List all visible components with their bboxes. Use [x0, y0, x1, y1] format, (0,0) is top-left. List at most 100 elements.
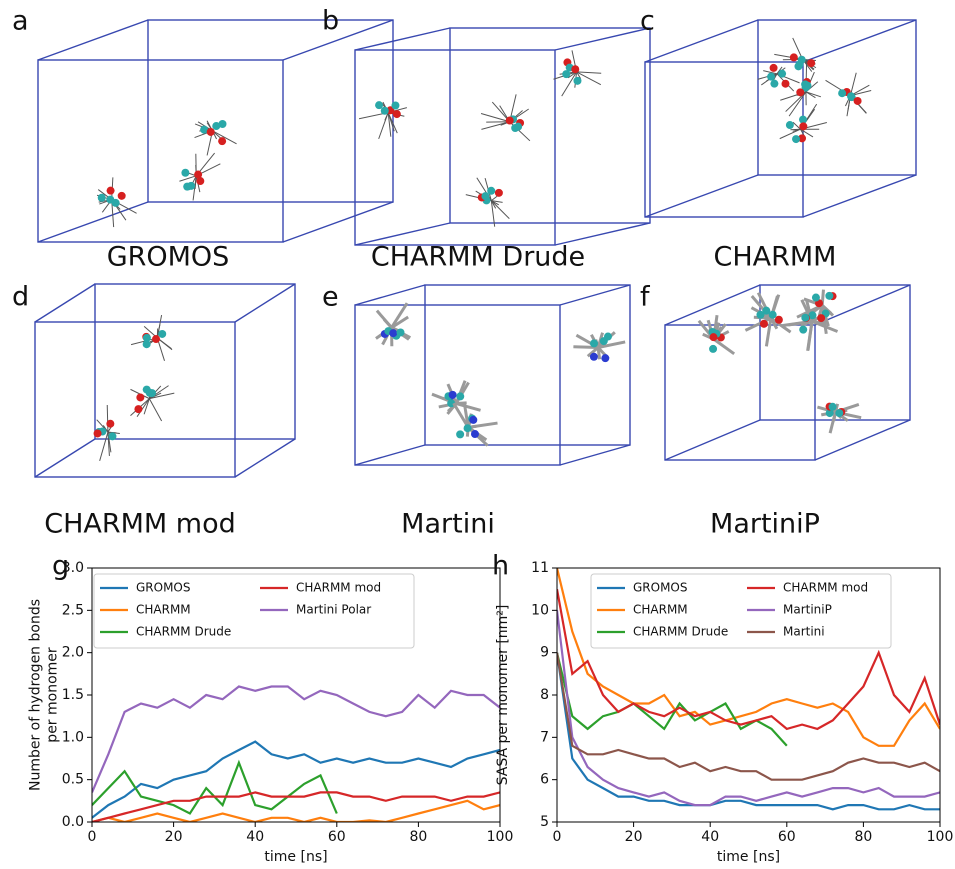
atom	[107, 187, 115, 195]
atom	[792, 135, 800, 143]
box-edge	[38, 20, 148, 60]
atom	[118, 192, 126, 200]
atom	[106, 196, 114, 204]
atom	[158, 330, 166, 338]
atom	[218, 137, 226, 145]
atom	[835, 409, 843, 417]
atom	[812, 294, 820, 302]
legend-label: CHARMM mod	[783, 581, 868, 595]
atom	[506, 117, 514, 125]
atom	[134, 405, 142, 413]
x-tick-label: 80	[854, 829, 872, 845]
y-tick-label: 0.0	[62, 814, 84, 830]
y-axis-label: per monomer	[45, 647, 61, 743]
atom	[456, 430, 464, 438]
x-tick-label: 20	[165, 829, 183, 845]
box-edge	[38, 202, 148, 242]
y-tick-label: 9	[540, 645, 549, 661]
atom	[762, 307, 770, 315]
bond	[100, 432, 108, 461]
atom	[781, 80, 789, 88]
box-edge	[815, 285, 910, 325]
y-tick-label: 8	[540, 687, 549, 703]
atom	[181, 169, 189, 177]
atom	[391, 102, 399, 110]
x-tick-label: 80	[409, 829, 427, 845]
atom	[393, 110, 401, 118]
y-tick-label: 11	[531, 560, 549, 576]
atom	[464, 424, 472, 432]
bond	[834, 412, 836, 421]
y-tick-label: 7	[540, 729, 549, 745]
atom	[573, 77, 581, 85]
atom	[148, 389, 156, 397]
panel-letter: a	[12, 6, 29, 37]
box-edge	[355, 445, 425, 465]
snapshot-panel: e Martini	[322, 282, 630, 540]
y-tick-label: 10	[531, 602, 549, 618]
x-tick-label: 100	[927, 829, 954, 845]
atom	[854, 97, 862, 105]
atom	[786, 121, 794, 129]
panel-caption: Martini	[401, 509, 495, 540]
legend-label: CHARMM Drude	[136, 625, 231, 639]
atom	[495, 189, 503, 197]
panel-letter: g	[52, 551, 69, 582]
series-line	[557, 653, 940, 780]
box-edge	[283, 202, 393, 242]
box-edge	[235, 439, 295, 477]
legend-label: CHARMM	[633, 603, 688, 617]
panel-letter: f	[640, 282, 651, 313]
panel-caption: CHARMM Drude	[371, 242, 585, 273]
atom	[796, 88, 804, 96]
box-front	[645, 62, 803, 217]
bond	[714, 339, 734, 354]
box-edge	[645, 20, 758, 62]
atom	[829, 403, 837, 411]
atom	[799, 326, 807, 334]
bond	[577, 72, 602, 73]
x-tick-label: 20	[625, 829, 643, 845]
atom	[381, 107, 389, 115]
atom	[590, 339, 598, 347]
panel-letter: b	[322, 6, 339, 37]
box-edge	[35, 439, 95, 477]
atom	[847, 92, 855, 100]
box-edge	[560, 285, 630, 305]
box-edge	[35, 284, 95, 322]
y-tick-label: 2.0	[62, 645, 84, 661]
x-tick-label: 0	[88, 829, 97, 845]
panel-letter: h	[492, 551, 509, 582]
series-line	[557, 653, 787, 746]
panel-letter: e	[322, 282, 339, 313]
box-edge	[815, 420, 910, 460]
y-tick-label: 0.5	[62, 772, 84, 788]
atom	[94, 429, 102, 437]
atom	[775, 316, 783, 324]
atom	[807, 59, 815, 67]
legend-label: GROMOS	[136, 581, 191, 595]
bond	[149, 399, 161, 421]
atom	[456, 392, 464, 400]
y-axis-label: SASA per monomer [nm²]	[495, 605, 511, 786]
atom	[207, 128, 215, 136]
y-tick-label: 6	[540, 772, 549, 788]
atom	[397, 328, 405, 336]
box-back	[760, 285, 910, 420]
atom	[98, 194, 106, 202]
atom	[760, 320, 768, 328]
box-front	[355, 50, 555, 245]
atom	[590, 353, 598, 361]
box-edge	[555, 28, 650, 50]
atom	[389, 329, 397, 337]
atom	[212, 122, 220, 130]
panel-letter: c	[640, 6, 655, 37]
box-front	[38, 60, 283, 242]
box-edge	[803, 20, 916, 62]
y-tick-label: 2.5	[62, 602, 84, 618]
box-edge	[355, 28, 450, 50]
bond	[491, 201, 509, 219]
atom	[803, 82, 811, 90]
atom	[795, 61, 803, 69]
